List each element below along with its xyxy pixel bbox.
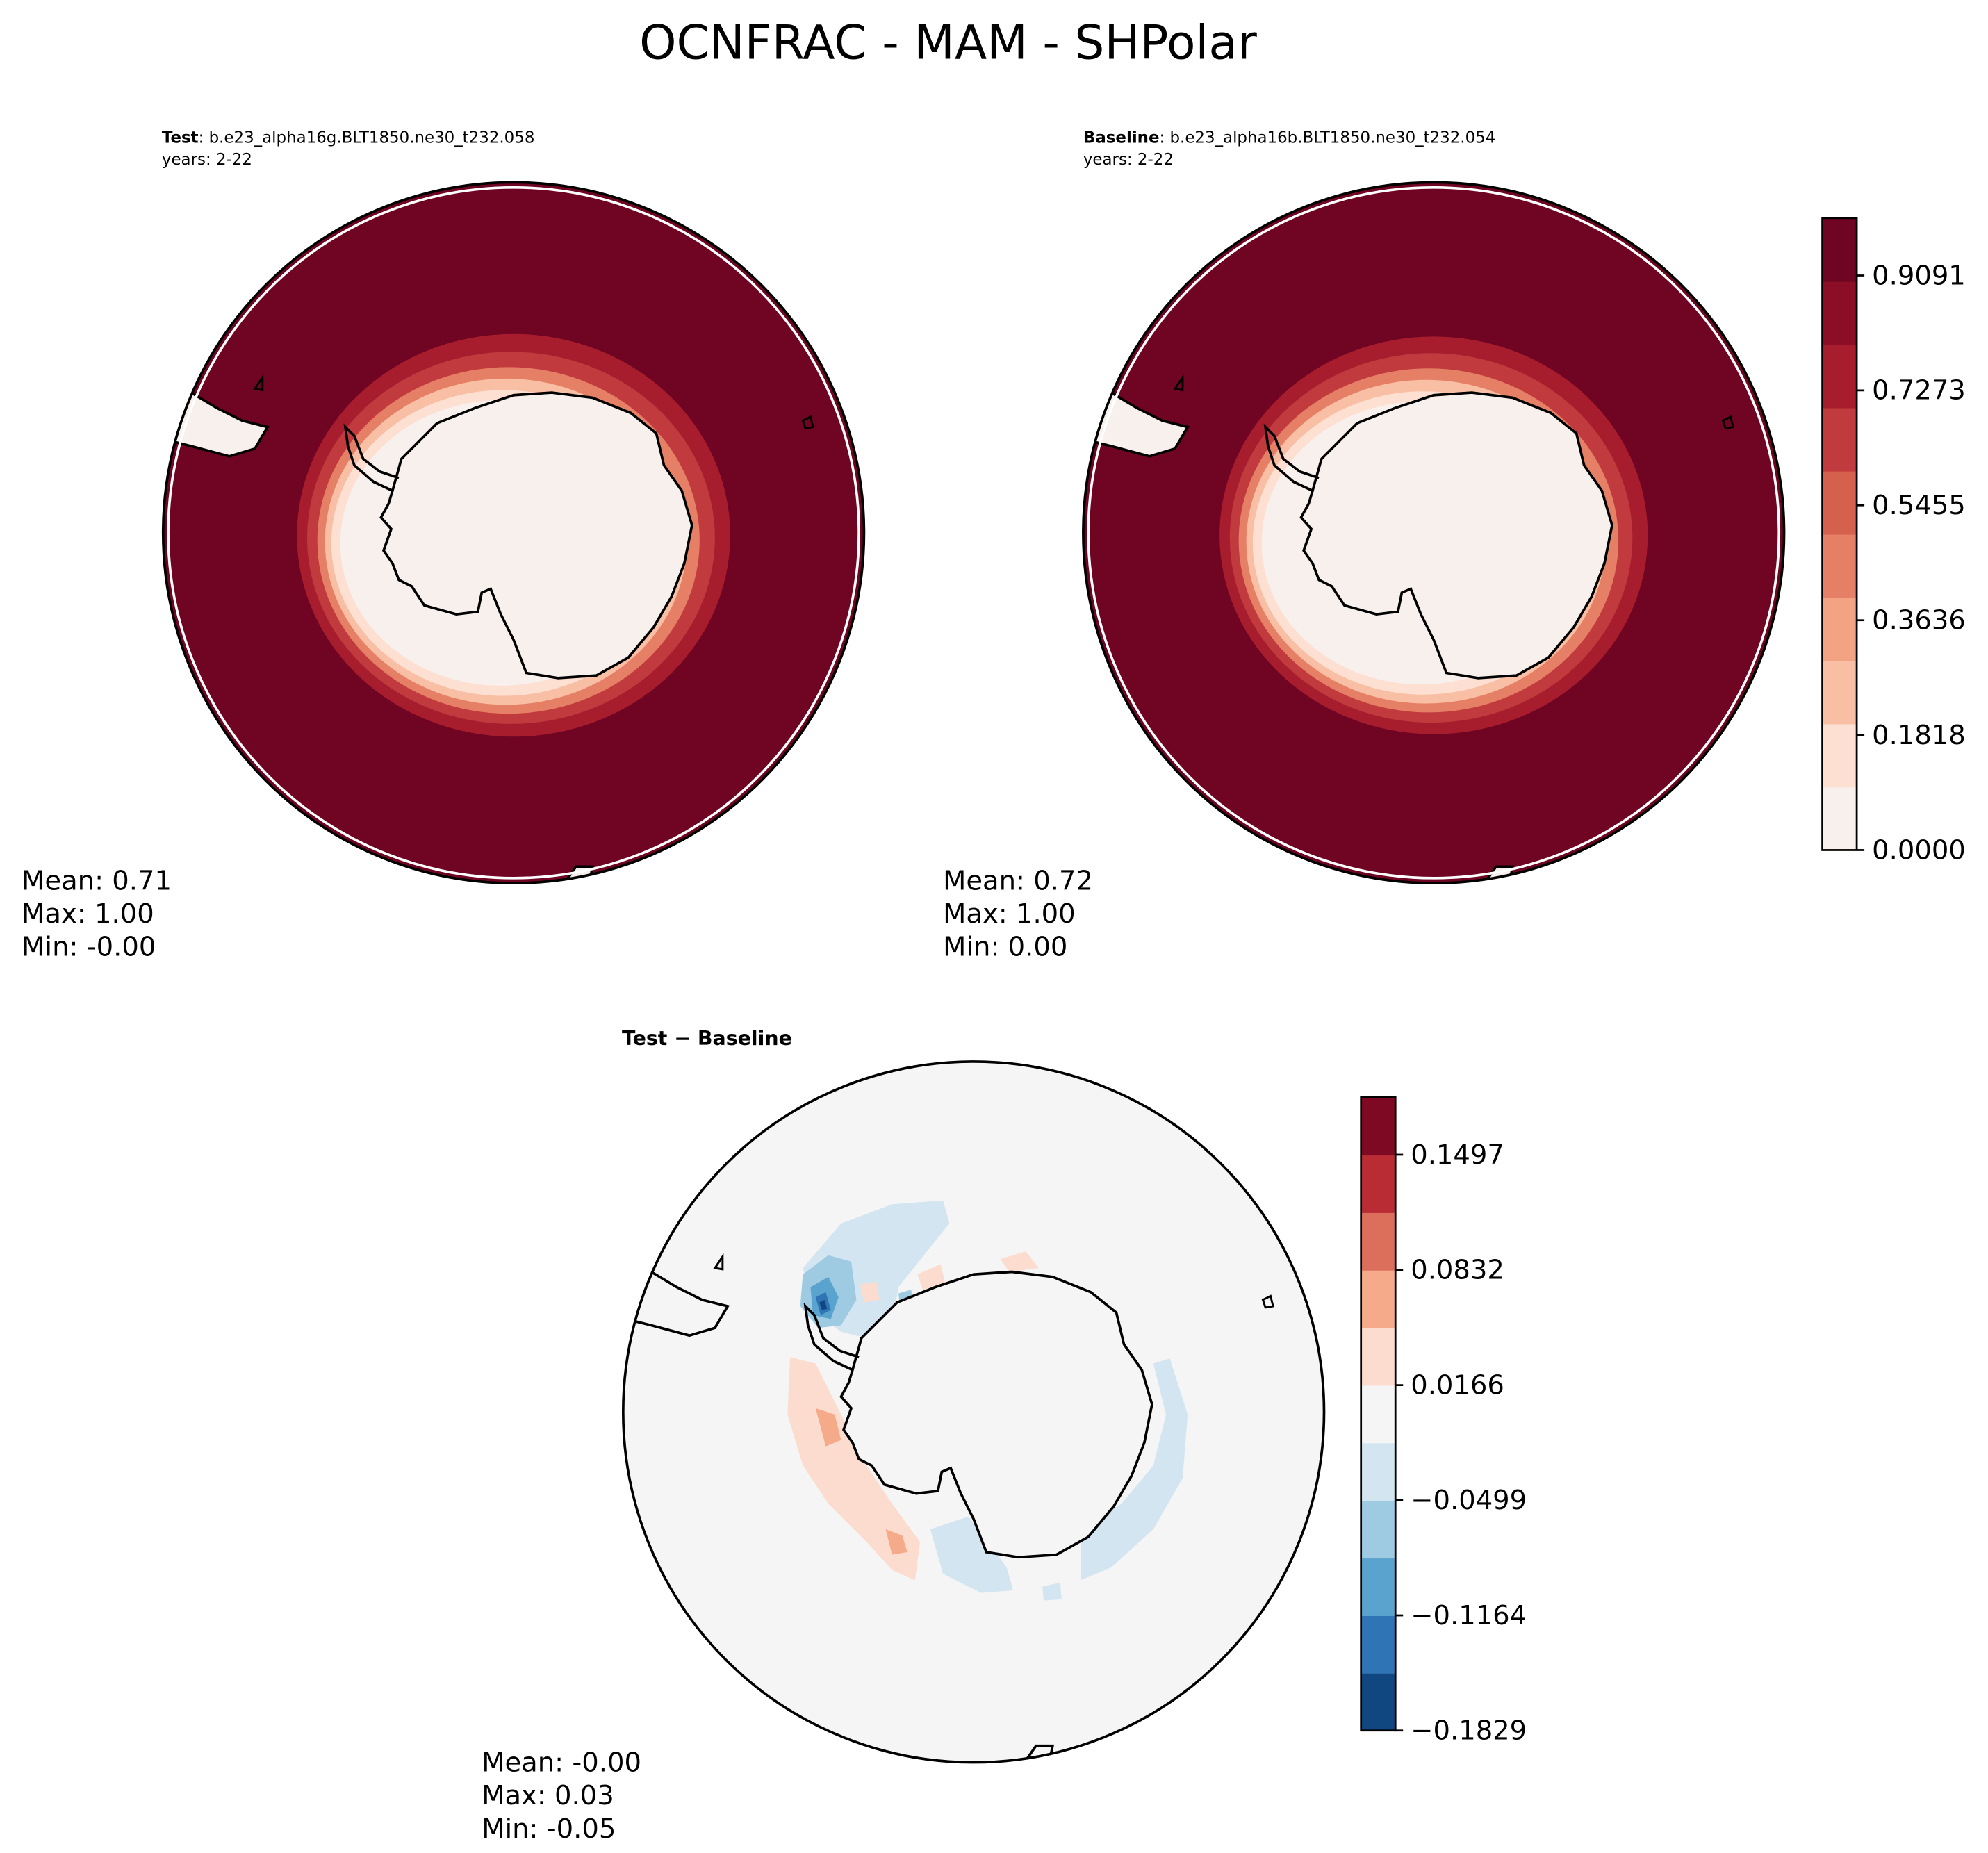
panel-baseline: Baseline: b.e23_alpha16b.BLT1850.ne30_t2… — [943, 129, 1786, 963]
colorbar-top-tick-label: 0.7273 — [1872, 375, 1966, 406]
map-test — [163, 182, 864, 884]
colorbar-bottom-color-segment — [1361, 1558, 1396, 1616]
colorbar-top-color-segment — [1822, 217, 1857, 282]
panel-diff: Test − Baseline — [482, 1027, 1326, 1845]
colorbar-bottom-tick-label: 0.0166 — [1411, 1369, 1504, 1401]
panel-diff-max: Max: 0.03 — [482, 1780, 614, 1811]
colorbar-top-frame — [1821, 217, 1858, 851]
colorbar-bottom: −0.1829 −0.1164 −0.0499 0.0166 0.0832 0.1497 — [1360, 1096, 1527, 1747]
colorbar-bottom-color-segment — [1361, 1385, 1396, 1444]
colorbar-top-tick-label: 0.9091 — [1872, 260, 1966, 291]
panel-test-years: years: 2-22 — [162, 151, 252, 169]
colorbar-top-color-segment — [1822, 281, 1857, 345]
colorbar-top-tick-label: 0.5455 — [1872, 490, 1966, 521]
panel-test-max: Max: 1.00 — [22, 898, 154, 930]
colorbar-bottom-color-segment — [1361, 1155, 1396, 1213]
colorbar-bottom-tick-label: 0.0832 — [1411, 1255, 1504, 1286]
colorbar-bottom-tick-label: −0.0499 — [1411, 1485, 1527, 1516]
colorbar-bottom-color-segment — [1361, 1442, 1396, 1501]
panel-baseline-mean: Mean: 0.72 — [943, 865, 1093, 896]
colorbar-bottom-tick-label: 0.1497 — [1411, 1139, 1504, 1171]
colorbar-bottom-tick-label: −0.1829 — [1411, 1715, 1527, 1747]
panel-baseline-label: Baseline: b.e23_alpha16b.BLT1850.ne30_t2… — [1083, 129, 1495, 147]
colorbar-top-color-segment — [1822, 407, 1857, 472]
colorbar-bottom-tick-label: −0.1164 — [1411, 1600, 1527, 1631]
panel-test-min: Min: -0.00 — [22, 932, 156, 963]
map-diff — [623, 1061, 1324, 1763]
figure-title: OCNFRAC - MAM - SHPolar — [639, 16, 1257, 71]
colorbar-top-tick-label: 0.3636 — [1872, 605, 1966, 636]
colorbar-bottom-color-segment — [1361, 1672, 1396, 1731]
colorbar-bottom-color-segment — [1361, 1327, 1396, 1386]
colorbar-bottom-color-segment — [1361, 1269, 1396, 1328]
colorbar-top: 0.0000 0.1818 0.3636 0.5455 0.7273 0.9091 — [1821, 217, 1966, 866]
colorbar-top-color-segment — [1822, 470, 1857, 535]
colorbar-bottom-color-segment — [1361, 1500, 1396, 1559]
colorbar-top-color-segment — [1822, 344, 1857, 409]
colorbar-top-tick-label: 0.0000 — [1872, 834, 1966, 866]
colorbar-bottom-color-segment — [1361, 1615, 1396, 1674]
colorbar-top-color-segment — [1822, 723, 1857, 788]
panel-baseline-min: Min: 0.00 — [943, 932, 1067, 963]
colorbar-bottom-color-segment — [1361, 1212, 1396, 1271]
panel-test-label: Test: b.e23_alpha16g.BLT1850.ne30_t232.0… — [162, 129, 534, 147]
colorbar-bottom-color-segment — [1361, 1097, 1396, 1156]
colorbar-top-color-segment — [1822, 597, 1857, 661]
panel-test-mean: Mean: 0.71 — [22, 865, 172, 896]
panel-test: Test: b.e23_alpha16g.BLT1850.ne30_t232.0… — [22, 129, 866, 963]
colorbar-top-tick-label: 0.1818 — [1872, 720, 1966, 751]
panel-diff-label: Test − Baseline — [622, 1027, 792, 1050]
panel-baseline-years: years: 2-22 — [1083, 151, 1174, 169]
colorbar-bottom-frame — [1360, 1096, 1397, 1732]
colorbar-top-color-segment — [1822, 534, 1857, 598]
panel-baseline-max: Max: 1.00 — [943, 898, 1076, 930]
colorbar-top-color-segment — [1822, 787, 1857, 851]
colorbar-top-color-segment — [1822, 660, 1857, 725]
panel-diff-min: Min: -0.05 — [482, 1813, 616, 1845]
map-baseline — [1083, 182, 1784, 884]
panel-diff-mean: Mean: -0.00 — [482, 1747, 641, 1778]
